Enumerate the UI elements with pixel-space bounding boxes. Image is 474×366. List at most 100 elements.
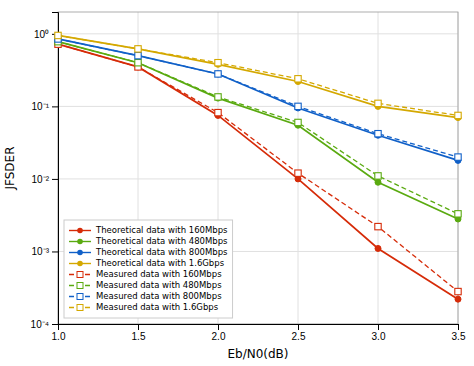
point xyxy=(215,71,221,77)
point xyxy=(375,173,381,179)
plot-frame xyxy=(58,12,458,324)
point xyxy=(455,211,461,217)
legend-label: Measured data with 160Mbps xyxy=(96,269,222,279)
x-tick: 2.5 xyxy=(292,324,306,342)
x-tick-label: 3.0 xyxy=(372,331,386,342)
legend-label: Theoretical data with 160Mbps xyxy=(95,225,228,235)
x-tick: 1.5 xyxy=(132,324,146,342)
series xyxy=(55,41,461,302)
point xyxy=(55,32,61,38)
legend-label: Theoretical data with 1.6Gbps xyxy=(95,258,225,268)
legend-marker xyxy=(77,261,83,267)
y-tick-mark xyxy=(52,324,58,325)
legend-item: Measured data with 800Mbps xyxy=(69,291,222,301)
point xyxy=(375,131,381,137)
series xyxy=(55,36,461,161)
point xyxy=(295,103,301,109)
y-tick-mark xyxy=(52,106,58,107)
legend-item: Theoretical data with 800Mbps xyxy=(69,247,228,257)
y-tick-label: 10⁻³ xyxy=(32,246,50,257)
legend-item: Theoretical data with 1.6Gbps xyxy=(69,258,225,268)
y-tick-label: 10⁻² xyxy=(32,174,50,185)
point xyxy=(295,119,301,125)
legend-marker xyxy=(77,250,83,256)
y-axis: 10⁻⁴ 10⁻³ 10⁻² 10⁻¹ 10⁰ xyxy=(31,13,59,330)
x-tick-mark xyxy=(298,324,299,330)
point xyxy=(455,296,461,302)
legend-label: Measured data with 1.6Gbps xyxy=(96,302,219,312)
legend-marker xyxy=(77,239,83,245)
point xyxy=(455,154,461,160)
point xyxy=(135,53,141,59)
y-tick-mark xyxy=(52,179,58,180)
legend-item: Theoretical data with 160Mbps xyxy=(69,225,228,235)
legend-item: Measured data with 480Mbps xyxy=(69,280,222,290)
legend-label: Measured data with 480Mbps xyxy=(96,280,222,290)
series-line xyxy=(58,42,458,219)
series-line xyxy=(58,35,458,117)
series-line xyxy=(58,39,458,157)
point xyxy=(295,170,301,176)
series xyxy=(55,32,461,118)
y-tick-label: 10⁰ xyxy=(34,29,49,40)
legend-marker xyxy=(77,294,83,300)
y-tick-label: 10⁻⁴ xyxy=(31,319,49,330)
legend-marker xyxy=(77,305,83,311)
x-tick-label: 2.0 xyxy=(212,331,226,342)
legend-label: Theoretical data with 800Mbps xyxy=(95,247,228,257)
grid-line-x xyxy=(378,12,379,324)
x-tick-label: 1.5 xyxy=(132,331,146,342)
y-tick-mark xyxy=(52,251,58,252)
legend-item: Measured data with 1.6Gbps xyxy=(69,302,219,312)
legend-box xyxy=(64,220,233,318)
grid-line-y xyxy=(58,33,458,34)
x-tick: 3.0 xyxy=(372,324,386,342)
grid-line-x xyxy=(298,12,299,324)
point xyxy=(375,179,381,185)
legend-marker xyxy=(77,272,83,278)
x-axis: 1.0 1.5 2.0 2.5 3.0 3.5 xyxy=(52,324,466,342)
y-axis-line xyxy=(52,13,59,325)
point xyxy=(455,112,461,118)
point xyxy=(215,60,221,66)
x-tick-mark xyxy=(458,324,459,330)
point xyxy=(215,71,221,77)
x-tick-label: 2.5 xyxy=(292,331,306,342)
x-tick: 3.5 xyxy=(452,324,466,342)
grid-line-y xyxy=(58,178,458,179)
series-line xyxy=(58,35,458,115)
point xyxy=(55,32,61,38)
point xyxy=(375,245,381,251)
legend-item: Measured data with 160Mbps xyxy=(69,269,222,279)
point xyxy=(135,46,141,52)
series xyxy=(55,32,461,120)
series-line xyxy=(58,44,458,291)
point xyxy=(375,100,381,106)
point xyxy=(135,52,141,58)
y-tick: 10⁻³ xyxy=(32,246,58,257)
point xyxy=(455,288,461,294)
x-axis-title: Eb/N0(dB) xyxy=(227,347,288,361)
series-line xyxy=(58,42,458,214)
y-tick: 10⁻¹ xyxy=(32,101,58,112)
data-marks xyxy=(55,32,461,302)
point xyxy=(215,109,221,115)
point xyxy=(135,60,141,66)
y-tick: 10⁻² xyxy=(32,174,58,185)
legend-item: Theoretical data with 480Mbps xyxy=(69,236,228,246)
chart: 1.0 1.5 2.0 2.5 3.0 3.5 10⁻⁴ 10⁻³ 10⁻² 10⁻¹ 10⁰ Eb/… xyxy=(0,0,474,366)
legend-label: Measured data with 800Mbps xyxy=(96,291,222,301)
x-axis-line xyxy=(59,325,459,331)
x-tick-mark xyxy=(218,324,219,330)
point xyxy=(295,76,301,82)
y-tick: 10⁻⁴ xyxy=(31,319,58,330)
series xyxy=(55,36,461,163)
point xyxy=(375,223,381,229)
x-tick-label: 1.0 xyxy=(52,331,66,342)
legend: Theoretical data with 160MbpsTheoretical… xyxy=(64,220,233,318)
y-axis-title: JFSDER xyxy=(3,146,17,190)
x-tick-mark xyxy=(138,324,139,330)
plot: 1.0 1.5 2.0 2.5 3.0 3.5 10⁻⁴ 10⁻³ 10⁻² 10⁻¹ 10⁰ Eb/… xyxy=(3,12,466,361)
legend-marker xyxy=(77,283,83,289)
x-tick-mark xyxy=(378,324,379,330)
